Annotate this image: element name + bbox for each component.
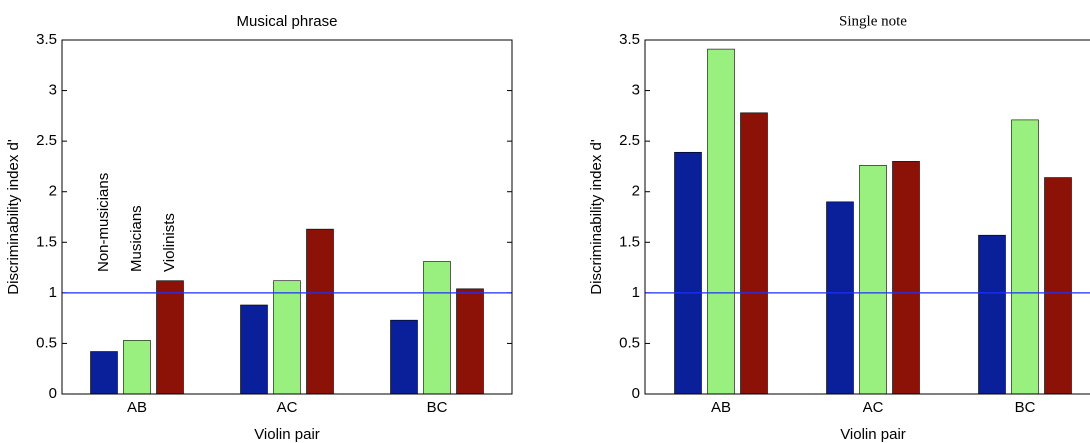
y-tick-label: 3.5	[36, 31, 57, 48]
bar	[273, 280, 301, 395]
bar	[423, 261, 451, 395]
y-tick-label: 2.5	[619, 132, 640, 149]
bar	[826, 201, 854, 395]
bar	[674, 151, 702, 395]
x-tick-label: AC	[863, 399, 884, 416]
bar	[90, 351, 118, 395]
bar	[707, 48, 735, 395]
bar	[123, 340, 151, 395]
y-axis-label: Discriminability index d'	[588, 139, 605, 295]
y-tick-label: 2.5	[36, 132, 57, 149]
chart-title: Musical phrase	[237, 13, 338, 30]
x-axis-label: Violin pair	[840, 426, 906, 443]
y-tick-label: 0.5	[619, 334, 640, 351]
bar	[156, 280, 184, 395]
y-tick-label: 2	[632, 183, 640, 200]
y-tick-label: 1.5	[36, 233, 57, 250]
plot-frame	[61, 39, 513, 395]
y-axis-label: Discriminability index d'	[5, 139, 22, 295]
y-tick-label: 1	[49, 284, 57, 301]
bar	[390, 319, 418, 395]
x-tick-label: AC	[277, 399, 298, 416]
series-label: Non-musicians	[95, 173, 112, 272]
bar	[740, 112, 768, 395]
chart-title: Single note	[839, 13, 907, 29]
bar	[859, 165, 887, 395]
series-label: Musicians	[128, 205, 145, 272]
y-tick-label: 3.5	[619, 31, 640, 48]
plot-frame	[644, 39, 1090, 395]
bar	[456, 288, 484, 395]
bar	[240, 304, 268, 395]
bar	[892, 161, 920, 395]
bar	[978, 234, 1006, 395]
y-tick-label: 0	[49, 385, 57, 402]
y-tick-label: 0	[632, 385, 640, 402]
x-axis-label: Violin pair	[254, 426, 320, 443]
y-tick-label: 1	[632, 284, 640, 301]
x-tick-label: BC	[1015, 399, 1036, 416]
series-label: Violinists	[161, 213, 178, 272]
bar	[1011, 119, 1039, 395]
y-tick-label: 2	[49, 183, 57, 200]
y-tick-label: 3	[49, 82, 57, 99]
y-tick-label: 3	[632, 82, 640, 99]
bar	[1044, 177, 1072, 395]
bar	[306, 228, 334, 395]
y-tick-label: 0.5	[36, 334, 57, 351]
y-tick-label: 1.5	[619, 233, 640, 250]
x-tick-label: AB	[711, 399, 731, 416]
x-tick-label: BC	[427, 399, 448, 416]
x-tick-label: AB	[127, 399, 147, 416]
